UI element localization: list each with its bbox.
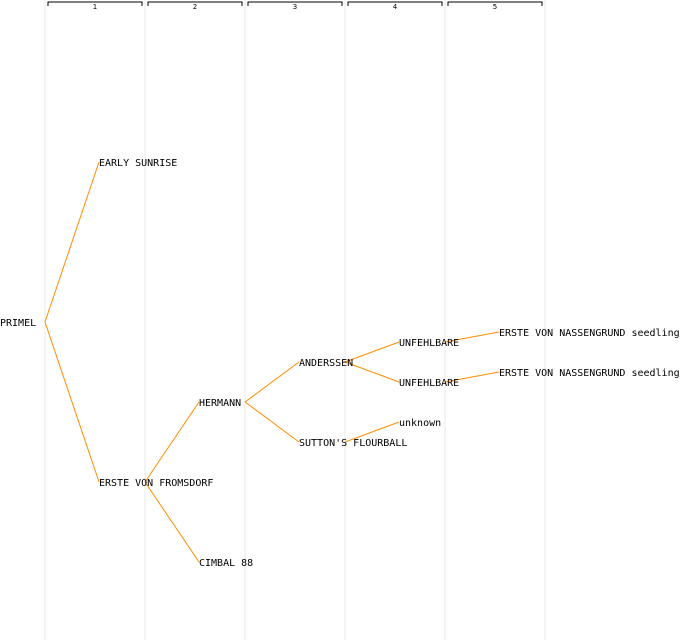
pedigree-edge (344, 341, 400, 363)
pedigree-edge (344, 421, 400, 443)
generation-bracket (147, 1, 243, 6)
pedigree-edge (444, 371, 500, 383)
ancestor-node-label: UNFEHLBARE (399, 378, 459, 389)
generation-header: 1 2 3 4 5 (47, 1, 543, 11)
pedigree-edge (244, 361, 300, 403)
pedigree-node-labels: PRIMEL EARLY SUNRISE ERSTE VON FROMSDORF HE… (0, 158, 680, 569)
generation-number: 1 (93, 3, 97, 11)
generation-dividers (44, 0, 546, 640)
generation-bracket (447, 1, 543, 6)
ancestor-node-label: UNFEHLBARE (399, 338, 459, 349)
generation-number: 2 (193, 3, 197, 11)
pedigree-edges (44, 161, 500, 563)
generation-number: 5 (493, 3, 497, 11)
root-node-label: PRIMEL (0, 318, 36, 329)
pedigree-edge (144, 481, 200, 563)
pedigree-edge (444, 331, 500, 343)
ancestor-node-label: unknown (399, 418, 441, 429)
ancestor-node-label: CIMBAL 88 (199, 558, 253, 569)
ancestor-node-label: HERMANN (199, 398, 241, 409)
generation-bracket (247, 1, 343, 6)
generation-bracket (47, 1, 143, 6)
pedigree-edge (244, 401, 300, 443)
pedigree-edge (44, 321, 100, 483)
pedigree-edge (144, 401, 200, 483)
ancestor-node-label: ERSTE VON NASSENGRUND seedling (499, 368, 680, 379)
pedigree-edge (344, 361, 400, 383)
generation-number: 4 (393, 3, 398, 11)
ancestor-node-label: SUTTON'S FLOURBALL (299, 438, 407, 449)
ancestor-node-label: ERSTE VON FROMSDORF (99, 478, 213, 489)
generation-bracket (347, 1, 443, 6)
ancestor-node-label: EARLY SUNRISE (99, 158, 177, 169)
ancestor-node-label: ANDERSSEN (299, 358, 353, 369)
pedigree-edge (44, 161, 100, 323)
generation-number: 3 (293, 3, 297, 11)
ancestor-node-label: ERSTE VON NASSENGRUND seedling (499, 328, 680, 339)
